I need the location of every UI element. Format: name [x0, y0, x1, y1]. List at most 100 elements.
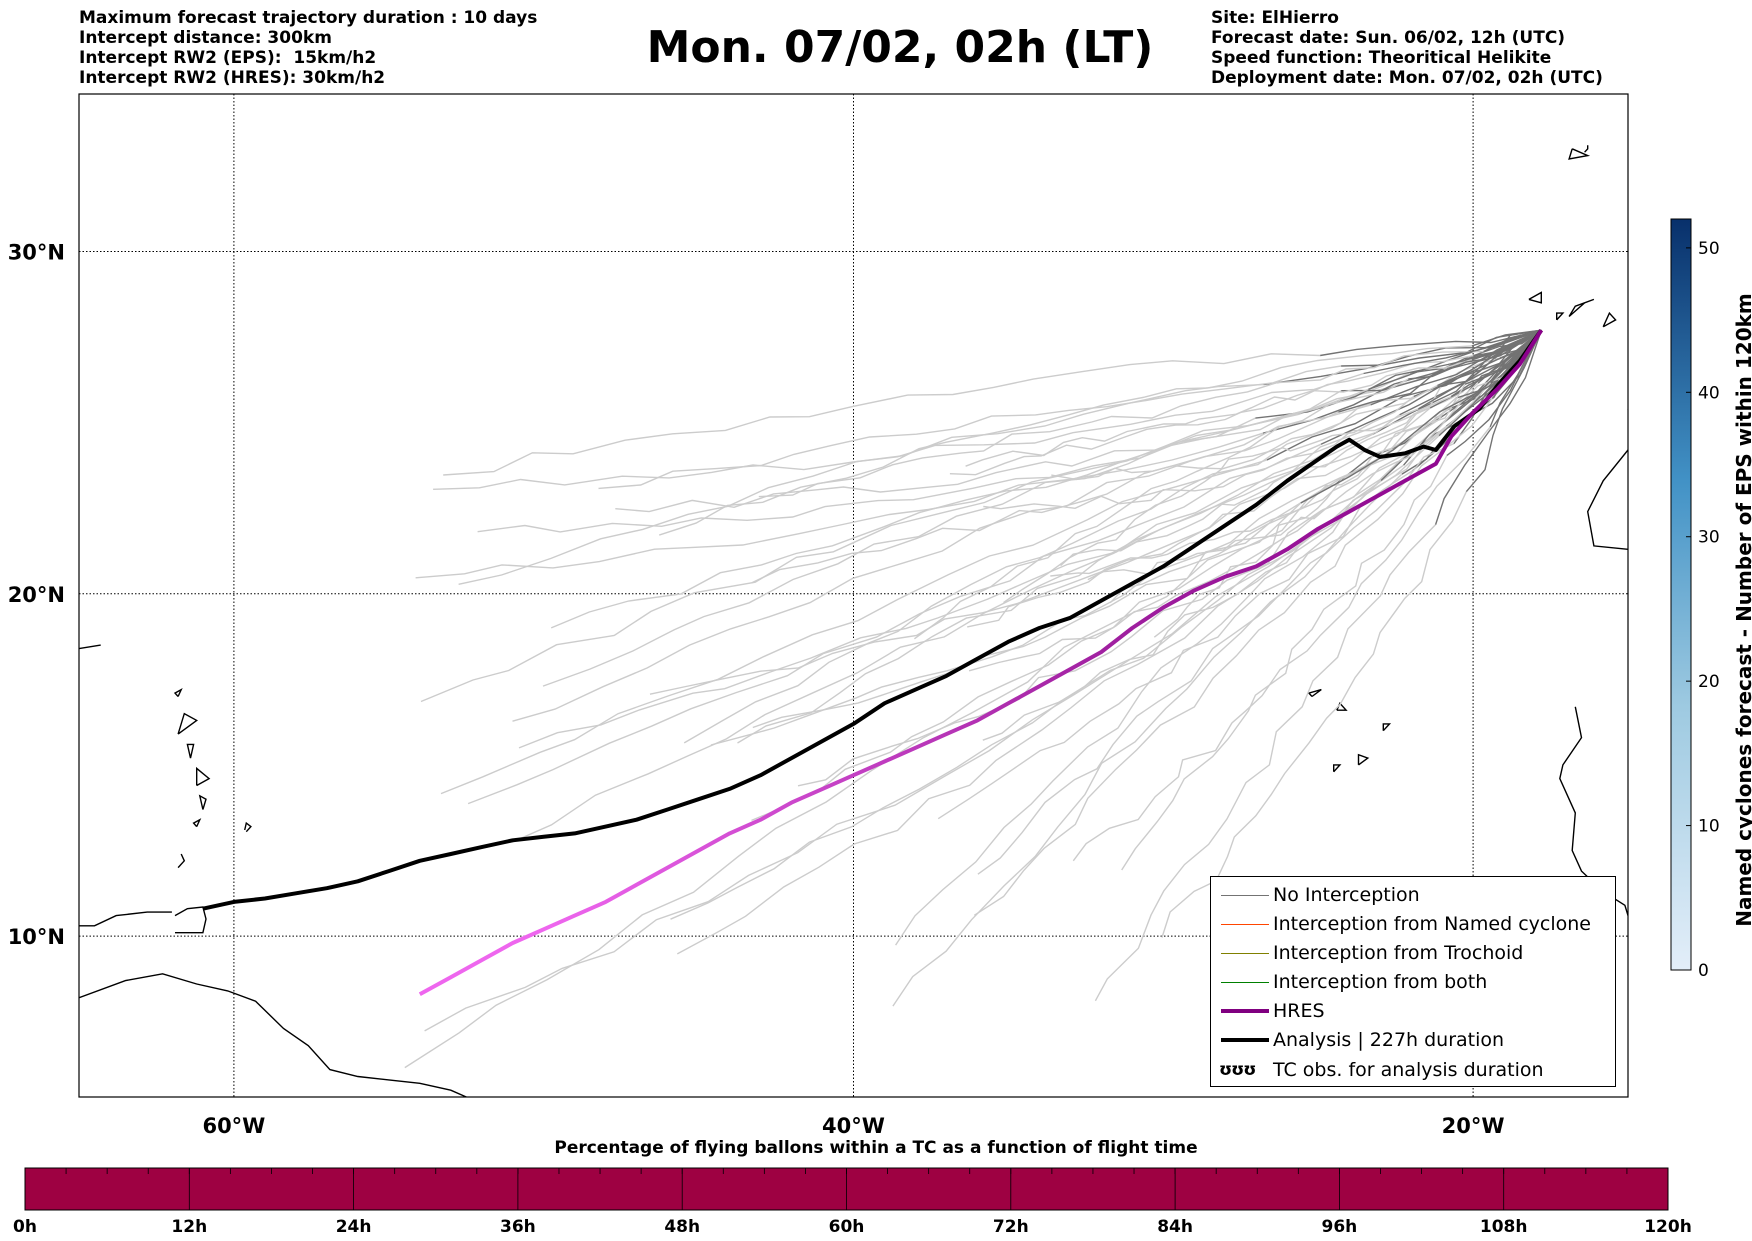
legend-swatch — [1221, 1009, 1269, 1013]
lon-label: 20°W — [1442, 1114, 1505, 1138]
time-bar-tick-label: 24h — [336, 1217, 372, 1237]
eps-track-dark — [1434, 329, 1542, 525]
colorbar-label: Named cyclones forecast - Number of EPS … — [1732, 293, 1752, 927]
coastline — [1556, 312, 1565, 321]
eps-track-light — [458, 383, 1264, 585]
time-bar-tick-label: 72h — [993, 1217, 1029, 1237]
longitude-labels: 60°W 40°W 20°W — [202, 1114, 1504, 1138]
eps-track-light — [965, 354, 1474, 467]
eps-track-light — [670, 464, 1405, 920]
legend-label: TC obs. for analysis duration — [1273, 1059, 1544, 1081]
eps-track-light — [1072, 426, 1491, 862]
coastline — [1568, 148, 1591, 160]
legend-item-hres: HRES — [1211, 997, 1615, 1026]
time-bar-tick-label: 48h — [664, 1217, 700, 1237]
coastline — [79, 911, 172, 927]
legend-label: Interception from Named cyclone — [1273, 913, 1591, 935]
time-bar-tick-label: 108h — [1480, 1217, 1528, 1237]
eps-track-light — [968, 417, 1449, 672]
eps-track-light — [797, 425, 1447, 787]
coastline — [79, 973, 467, 1097]
time-bar-tick-label: 60h — [829, 1217, 865, 1237]
header-right: Site: ElHierro Forecast date: Sun. 06/02… — [1211, 8, 1603, 88]
lat-label: 20°N — [8, 583, 65, 607]
hres-track — [418, 329, 1543, 997]
header-left: Maximum forecast trajectory duration : 1… — [79, 8, 537, 88]
coastline — [196, 766, 211, 787]
coastline — [1333, 764, 1342, 773]
header-left-line: Intercept RW2 (EPS): 15km/h2 — [79, 48, 377, 68]
legend: No Interception Interception from Named … — [1210, 876, 1616, 1087]
time-bar-tick-label: 12h — [171, 1217, 207, 1237]
coastline — [177, 853, 186, 869]
eps-track-light — [1121, 455, 1448, 871]
eps-track-light — [512, 404, 1371, 722]
eps-track-dark — [1418, 329, 1542, 410]
legend-item-analysis: Analysis | 227h duration — [1211, 1026, 1615, 1055]
lon-label: 60°W — [202, 1114, 265, 1138]
eps-track-dark — [1465, 329, 1542, 493]
eps-track-light — [443, 353, 1321, 476]
eps-track-light — [415, 432, 1264, 579]
map-frame — [78, 93, 1629, 1098]
coastline — [1586, 449, 1628, 550]
coastline — [1307, 688, 1322, 698]
time-bar-tick-label: 36h — [500, 1217, 536, 1237]
coastline — [244, 821, 252, 833]
eps-track-light — [404, 502, 1302, 1069]
coastline — [1357, 753, 1370, 766]
eps-track-light — [477, 388, 1369, 533]
coastline — [177, 712, 198, 735]
map-area — [79, 94, 1628, 1097]
eps-track-light — [710, 383, 1466, 746]
legend-item-named-cyclone: Interception from Named cyclone — [1211, 910, 1615, 939]
coastline — [1382, 723, 1392, 732]
colorbar-tick-label: 20 — [1698, 672, 1720, 692]
header-left-line: Maximum forecast trajectory duration : 1… — [79, 8, 538, 28]
legend-item-no-interception: No Interception — [1211, 881, 1615, 910]
coastline — [79, 644, 101, 650]
lat-label: 10°N — [8, 925, 65, 949]
coastline — [1602, 311, 1617, 328]
eps-track-light — [467, 443, 1322, 805]
colorbar-tick-label: 40 — [1698, 383, 1720, 403]
colorbar-tick-label: 50 — [1698, 239, 1720, 259]
colorbar-ticks: 0 10 20 30 40 50 — [1686, 239, 1720, 981]
eps-track-dark — [1320, 329, 1542, 357]
colorbar-tick-label: 10 — [1698, 817, 1720, 837]
header-right-line: Deployment date: Mon. 07/02, 02h (UTC) — [1211, 68, 1603, 88]
coastline — [173, 687, 183, 697]
time-bar-ticks: 0h 12h 24h 36h 48h 60h 72h 84h 96h 108h 120h — [13, 1168, 1692, 1237]
eps-track-light — [967, 395, 1452, 628]
eps-track-light — [752, 438, 1409, 729]
eps-track-light — [615, 390, 1342, 513]
eps-track-dark — [1471, 329, 1542, 347]
eps-track-dark — [1413, 329, 1542, 398]
eps-track-dark — [1370, 329, 1542, 406]
legend-label: Interception from Trochoid — [1273, 942, 1524, 964]
lat-label: 30°N — [8, 240, 65, 264]
eps-track-light — [433, 372, 1364, 490]
eps-track-light — [751, 411, 1339, 584]
legend-swatch — [1221, 1038, 1269, 1042]
coastline — [1584, 145, 1589, 153]
coastline — [1528, 291, 1542, 304]
eps-track-light — [1153, 397, 1457, 638]
page-title: Mon. 07/02, 02h (LT) — [646, 22, 1154, 73]
eps-track-light — [1087, 375, 1506, 581]
eps-track-light — [512, 408, 1419, 843]
legend-item-tc-obs: ʊʊʊ TC obs. for analysis duration — [1211, 1056, 1615, 1085]
header-left-line: Intercept RW2 (HRES): 30km/h2 — [79, 68, 386, 88]
tc-obs-icon: ʊʊʊ — [1219, 1060, 1256, 1080]
eps-track-dark — [1320, 329, 1542, 445]
time-bar-tick-label: 0h — [13, 1217, 37, 1237]
coastline — [1568, 298, 1595, 318]
time-bar-tick-label: 120h — [1644, 1217, 1692, 1237]
legend-item-trochoid: Interception from Trochoid — [1211, 939, 1615, 968]
coastline — [1627, 408, 1628, 412]
eps-trajectories — [404, 329, 1542, 1069]
eps-track-light — [895, 479, 1382, 946]
eps-track-light — [1109, 394, 1466, 604]
eps-track-light — [913, 378, 1409, 640]
